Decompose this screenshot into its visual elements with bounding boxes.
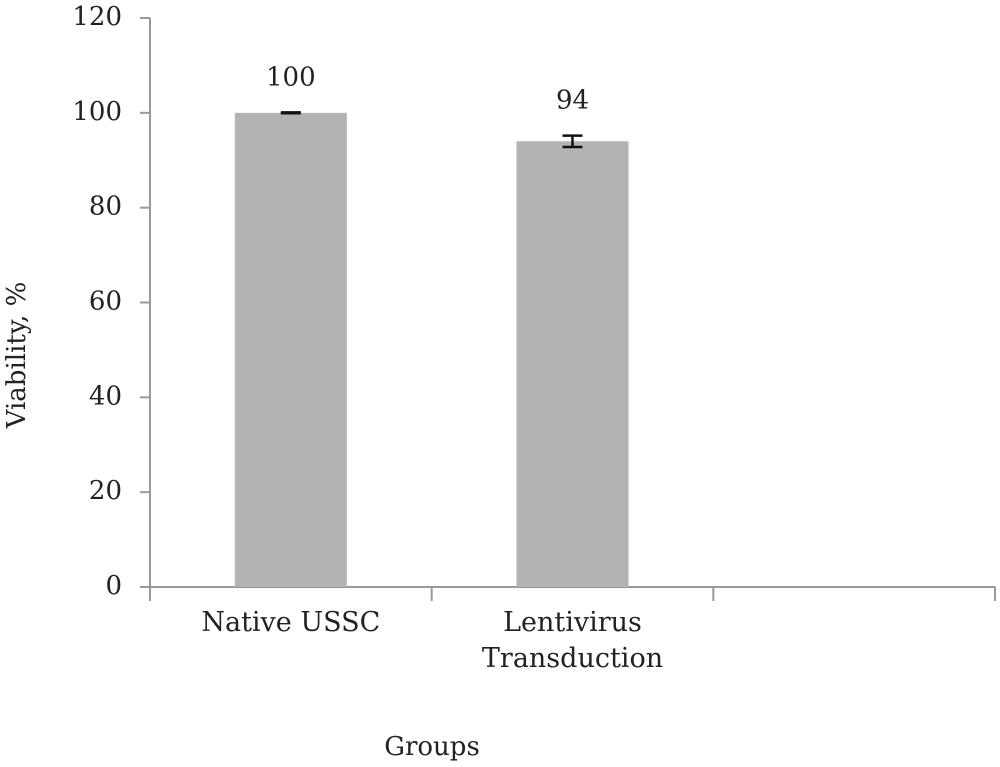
- x-tick-label: Lentivirus Transduction: [481, 607, 664, 674]
- bar: [516, 141, 629, 588]
- value-label: 100: [266, 62, 316, 92]
- y-tick-label: 60: [89, 287, 122, 317]
- x-tick-label: Native USSC: [201, 607, 381, 638]
- y-axis-label: Viability, %: [2, 282, 32, 430]
- x-axis-label: Groups: [384, 732, 480, 762]
- y-tick-label: 40: [89, 381, 122, 411]
- value-label: 94: [556, 86, 589, 116]
- y-tick-label: 100: [72, 97, 122, 127]
- error-bar: [562, 134, 583, 149]
- error-bar: [280, 111, 301, 115]
- y-tick-label: 20: [89, 476, 122, 506]
- y-tick-label: 120: [72, 2, 122, 32]
- y-tick-label: 80: [89, 192, 122, 222]
- bar: [234, 112, 347, 587]
- y-tick-label: 0: [105, 571, 122, 601]
